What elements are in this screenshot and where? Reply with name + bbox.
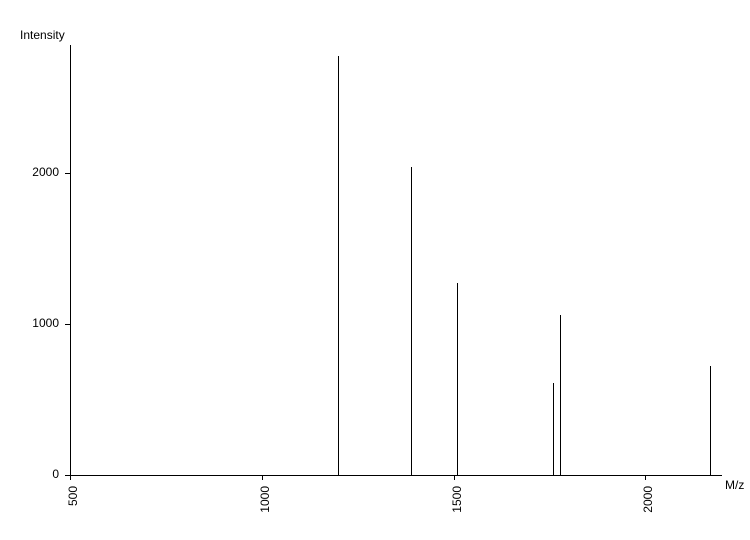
x-tick-label: 2000 bbox=[641, 486, 655, 526]
x-tick bbox=[70, 475, 71, 480]
y-axis-line bbox=[70, 45, 71, 475]
spectrum-peak bbox=[338, 56, 339, 475]
y-tick-label: 0 bbox=[0, 467, 59, 481]
x-tick-label: 1500 bbox=[450, 486, 464, 526]
spectrum-peak bbox=[560, 315, 561, 475]
x-axis-line bbox=[70, 475, 722, 476]
spectrum-peak bbox=[553, 383, 554, 475]
x-tick bbox=[645, 475, 646, 480]
y-axis-title: Intensity bbox=[20, 28, 65, 42]
y-tick bbox=[65, 324, 70, 325]
spectrum-peak bbox=[710, 366, 711, 475]
y-tick bbox=[65, 173, 70, 174]
spectrum-peak bbox=[457, 283, 458, 475]
y-tick-label: 1000 bbox=[0, 316, 59, 330]
y-tick-label: 2000 bbox=[0, 165, 59, 179]
mass-spectrum-chart: Intensity M/z 0 1000 2000 500 1000 1500 2000 bbox=[0, 0, 750, 540]
spectrum-peak bbox=[411, 167, 412, 475]
x-tick bbox=[454, 475, 455, 480]
x-axis-title: M/z bbox=[725, 478, 744, 492]
x-tick bbox=[262, 475, 263, 480]
x-tick-label: 500 bbox=[66, 486, 80, 526]
x-tick-label: 1000 bbox=[258, 486, 272, 526]
